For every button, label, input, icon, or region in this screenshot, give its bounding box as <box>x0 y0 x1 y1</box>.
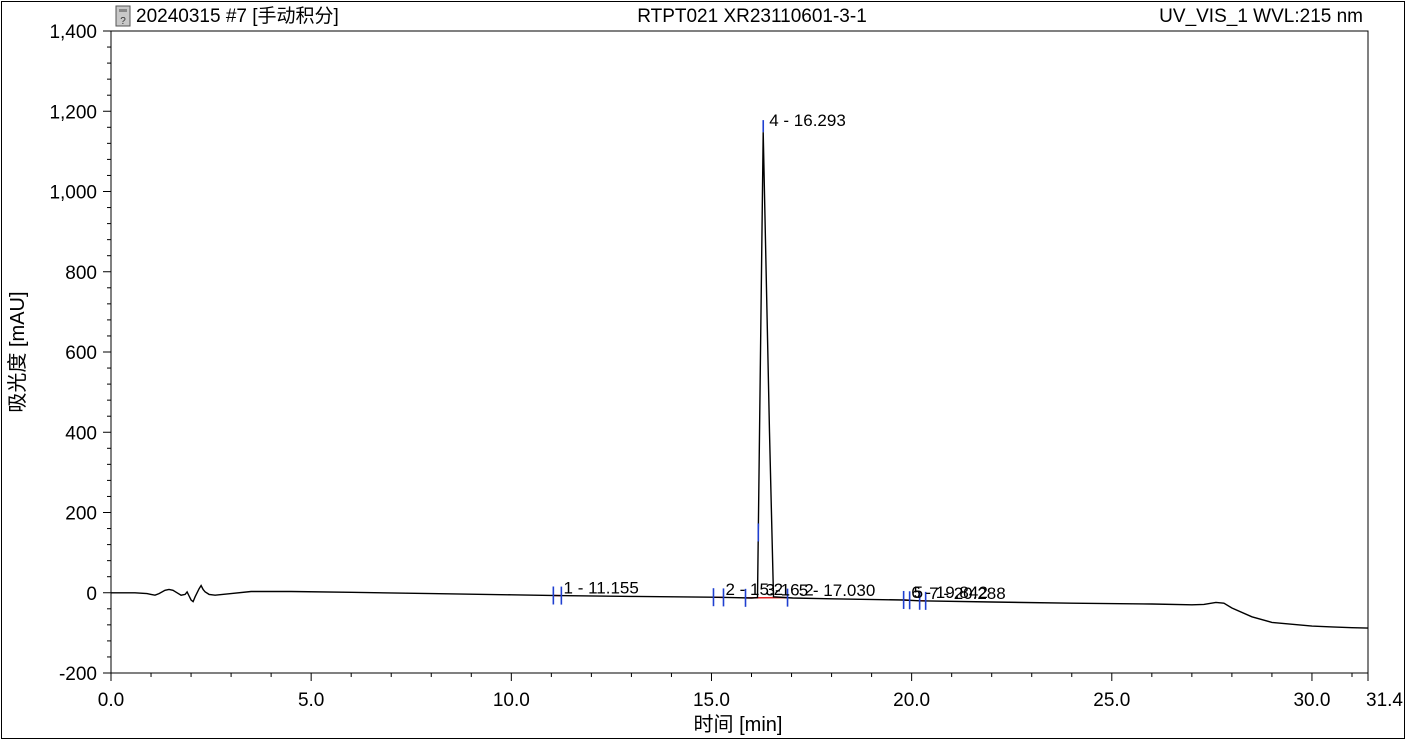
x-tick-label: 31.4 <box>1366 690 1403 711</box>
y-tick-label: 0 <box>86 584 97 605</box>
y-tick-label: 1,200 <box>49 102 97 123</box>
peak-label: 7 - 20.288 <box>929 584 1006 603</box>
y-tick-label: 1,000 <box>49 183 97 204</box>
y-tick-label: 400 <box>65 423 97 444</box>
x-tick-label: 0.0 <box>98 690 124 711</box>
channel-label: UV_VIS_1 WVL:215 nm <box>1159 6 1363 27</box>
x-tick-label: 20.0 <box>893 690 930 711</box>
peak-label: 1 - 11.155 <box>564 579 639 598</box>
y-axis-label: 吸光度 [mAU] <box>6 291 29 412</box>
x-tick-label: 5.0 <box>298 690 324 711</box>
x-tick-label: 15.0 <box>693 690 730 711</box>
x-tick-label: 25.0 <box>1093 690 1130 711</box>
y-tick-label: -200 <box>59 664 97 685</box>
run-label: 20240315 #7 [手动积分] <box>136 5 339 27</box>
y-tick-label: 800 <box>65 263 97 284</box>
x-tick-label: 30.0 <box>1293 690 1330 711</box>
sample-label: RTPT021 XR23110601-3-1 <box>637 6 867 27</box>
y-tick-label: 200 <box>65 504 97 525</box>
x-tick-label: 10.0 <box>493 690 530 711</box>
document-icon: ? <box>116 6 130 27</box>
y-tick-label: 600 <box>65 343 97 364</box>
y-tick-label: 1,400 <box>49 22 97 43</box>
svg-text:?: ? <box>120 16 126 27</box>
peak-label: 4 - 16.293 <box>769 111 846 130</box>
x-axis-label: 时间 [min] <box>694 713 783 736</box>
peak-label: 5 - 17.030 <box>799 581 876 600</box>
